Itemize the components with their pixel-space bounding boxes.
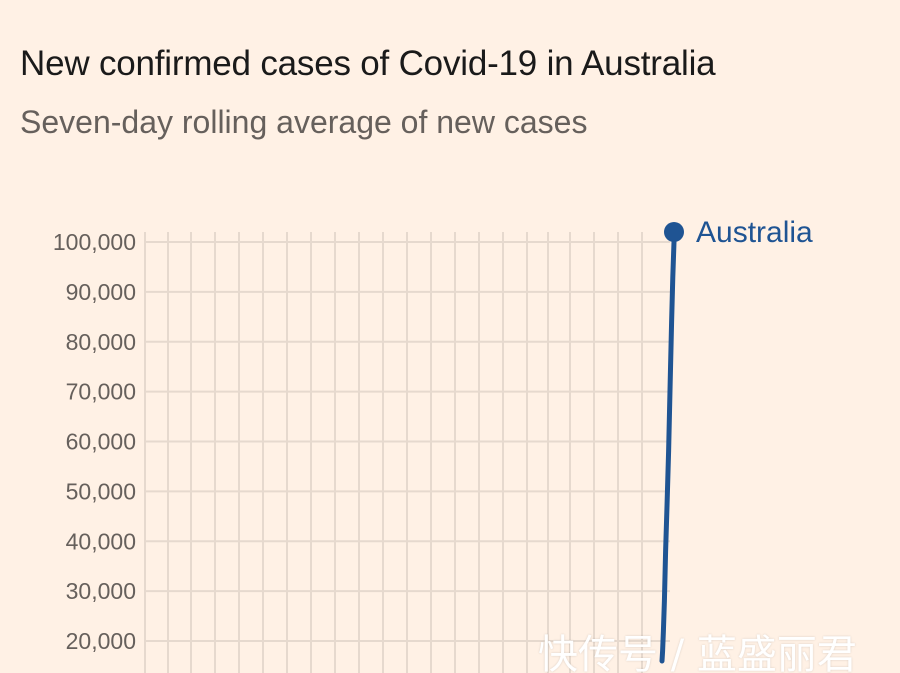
- y-tick-label: 80,000: [66, 329, 136, 355]
- series-end-marker: [664, 222, 684, 242]
- series-layer: Australia: [659, 216, 813, 664]
- y-axis-ticks: 20,000 30,000 40,000 50,000 60,000 70,000 80,0…: [53, 229, 136, 654]
- y-tick-label: 40,000: [66, 528, 136, 554]
- y-tick-label: 20,000: [66, 628, 136, 654]
- series-label-australia: Australia: [696, 216, 813, 249]
- y-tick-label: 90,000: [66, 279, 136, 305]
- y-tick-label: 70,000: [66, 379, 136, 405]
- watermark: 快传号 / 蓝盛丽君: [538, 632, 857, 673]
- y-tick-label: 60,000: [66, 429, 136, 455]
- y-tick-label: 30,000: [66, 578, 136, 604]
- y-tick-label: 50,000: [66, 478, 136, 504]
- chart-subtitle: Seven-day rolling average of new cases: [20, 104, 588, 140]
- series-line-australia: [659, 239, 677, 664]
- grid: [144, 232, 670, 673]
- y-tick-label: 100,000: [53, 229, 136, 255]
- chart-title: New confirmed cases of Covid-19 in Austr…: [20, 44, 716, 83]
